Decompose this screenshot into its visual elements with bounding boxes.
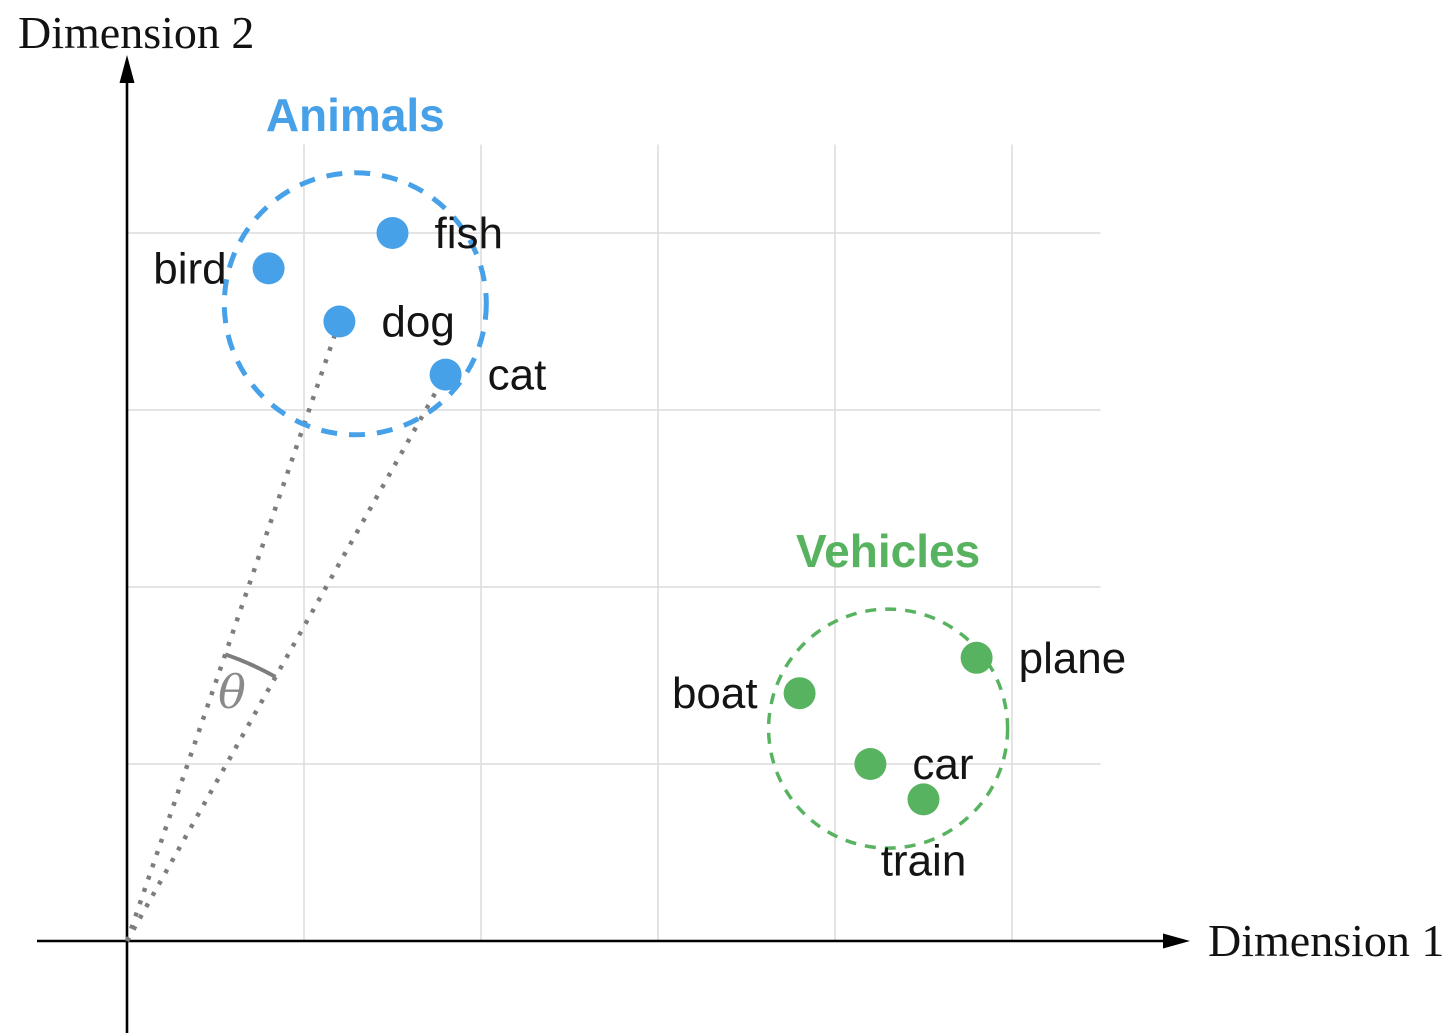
data-points <box>252 217 993 816</box>
angle-arc <box>224 652 277 679</box>
ray-origin-to-dog <box>124 320 342 942</box>
cluster-title-animals: Animals <box>266 89 445 141</box>
axes: Dimension 2 Dimension 1 <box>18 7 1444 1033</box>
point-bird <box>252 252 285 285</box>
gridlines <box>127 144 1101 941</box>
point-dog <box>323 305 356 338</box>
point-label-boat: boat <box>672 669 758 718</box>
y-axis-label: Dimension 2 <box>18 7 254 58</box>
point-train <box>907 783 940 816</box>
point-boat <box>783 677 816 710</box>
point-plane <box>960 641 993 674</box>
theta-angle-label: θ <box>218 665 246 719</box>
point-cat <box>429 358 462 391</box>
cluster-circle-animals <box>221 170 489 438</box>
point-label-fish: fish <box>435 209 503 258</box>
point-car <box>854 748 887 780</box>
x-axis-arrowhead-icon <box>1163 933 1190 949</box>
point-fish <box>376 217 409 249</box>
ray-origin-to-cat <box>125 373 448 943</box>
point-label-train: train <box>881 836 967 885</box>
point-label-bird: bird <box>153 244 226 293</box>
cluster-circle-vehicles <box>766 607 1010 850</box>
origin-rays <box>124 320 448 943</box>
y-axis-arrowhead-icon <box>119 55 135 83</box>
cluster-title-vehicles: Vehicles <box>796 525 980 577</box>
point-label-cat: cat <box>488 351 547 400</box>
point-label-plane: plane <box>1019 634 1127 683</box>
point-label-car: car <box>912 740 973 789</box>
cluster-circles <box>221 170 1010 850</box>
point-label-dog: dog <box>381 298 454 347</box>
x-axis-label: Dimension 1 <box>1208 915 1444 966</box>
